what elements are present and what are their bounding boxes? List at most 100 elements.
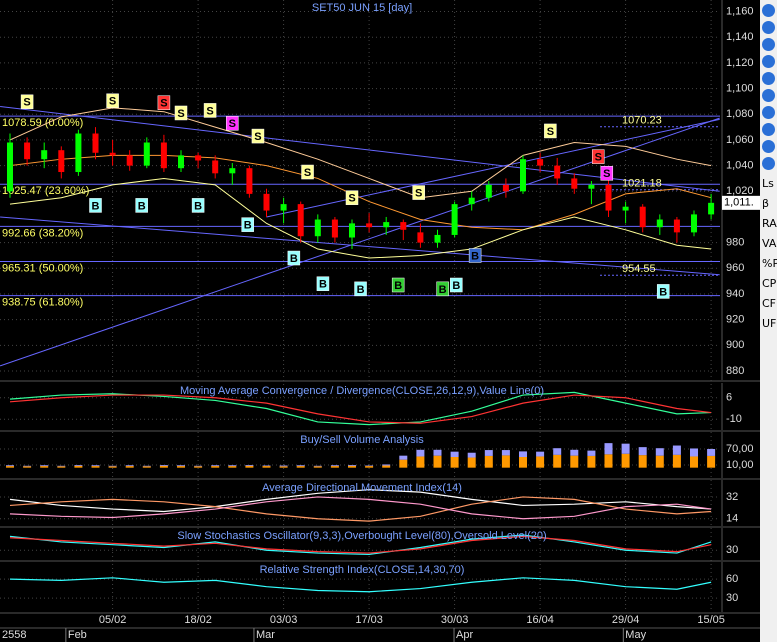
volume-bar [330,465,339,467]
y-tick-label: 10,00 [726,459,754,471]
y-tick-label: 60 [726,573,738,585]
tool-icon[interactable] [762,4,775,17]
volume-bar [91,466,100,468]
volume-bar [296,466,305,468]
signal-label: S [415,187,422,199]
tool-button[interactable]: Ls [762,177,774,190]
candle-body [331,219,338,238]
y-tick-label: 1,060 [726,134,754,146]
month-label: Apr [456,629,473,641]
candle-body [434,234,441,243]
candle-body [691,214,697,233]
candle-body [314,219,321,237]
candle-body [7,142,13,192]
candle-body [605,184,612,211]
signal-label: S [109,96,116,108]
tool-icon[interactable] [762,72,775,85]
tool-button[interactable]: %P [762,257,777,270]
volume-bar [433,449,442,456]
volume-bar [330,466,339,468]
y-tick-label: 1,020 [726,185,754,197]
volume-bar [23,466,32,468]
candle-body [537,159,544,166]
volume-bar [245,465,254,468]
signal-marker [203,103,217,118]
series-line [9,394,712,424]
volume-bar [40,466,49,468]
tool-button[interactable]: CF [762,297,777,310]
volume-bar [262,466,271,468]
signal-label: S [595,152,602,164]
tool-button[interactable]: UF [762,317,777,330]
tool-icon[interactable] [762,157,775,170]
signal-marker [301,164,314,180]
tool-icon[interactable] [762,89,775,102]
signal-label: S [254,131,261,143]
tool-button[interactable]: β [762,197,770,210]
signal-marker [191,198,205,213]
signal-marker [656,284,670,299]
volume-bar [23,465,32,467]
volume-bar [672,454,681,468]
tool-icon[interactable] [762,55,775,68]
tool-icon[interactable] [762,123,775,136]
volume-bar [450,457,459,468]
candle-body [58,150,65,173]
volume-bar [159,465,168,466]
tool-icon[interactable] [762,38,775,51]
volume-bar [348,465,356,468]
candle-body [383,222,390,228]
y-tick-label: 32 [726,491,738,503]
candle-body [349,223,355,238]
candle-body [554,165,561,179]
candle-body [126,155,133,166]
tool-button[interactable]: RA [762,217,777,230]
volume-bar [638,455,647,468]
signal-marker [174,105,188,121]
series-line [9,496,712,520]
signal-label: S [160,98,167,110]
candle-body [143,142,150,166]
candle-body [229,168,236,174]
fib-label: 1025.47 (23.60%) [2,185,89,197]
tool-icon[interactable] [762,106,775,119]
signal-marker [251,128,265,144]
signal-label: B [290,253,298,265]
trend-line [0,106,720,192]
last-price-box [722,195,760,210]
tool-button[interactable]: VA [762,237,777,250]
level-label: 1070.23 [622,115,662,127]
candle-body [75,133,82,173]
signal-label: S [206,105,213,117]
series-line [9,577,712,593]
series-line [9,535,712,554]
volume-bar [553,454,562,468]
volume-bar [399,455,408,460]
y-tick-label: 14 [726,513,738,525]
volume-bar [707,455,716,468]
tool-button[interactable]: CP [762,277,777,290]
signal-label: S [603,168,610,180]
candle-body [451,204,458,235]
candle-body [468,197,475,205]
y-tick-label: 1,160 [726,5,754,17]
fib-label: 1078.59 (0.00%) [2,117,83,129]
signal-marker [391,277,405,293]
fib-label: 965.31 (50.00%) [2,262,83,274]
y-tick-label: 30 [726,544,738,556]
volume-bar [57,466,66,468]
tool-icon[interactable] [762,21,775,34]
volume-bar [570,449,579,456]
volume-bar [74,465,83,466]
y-tick-label: 940 [726,288,744,300]
candle-body [708,202,715,215]
signal-label: B [439,284,447,296]
tool-icon[interactable] [762,140,775,153]
volume-bar [194,466,203,468]
volume-bar [313,466,322,468]
signal-marker [354,281,367,297]
panel-title: Buy/Sell Volume Analysis [300,434,424,446]
x-tick-label: 16/04 [526,614,554,626]
signal-label: B [357,284,365,296]
signal-marker [436,281,449,297]
